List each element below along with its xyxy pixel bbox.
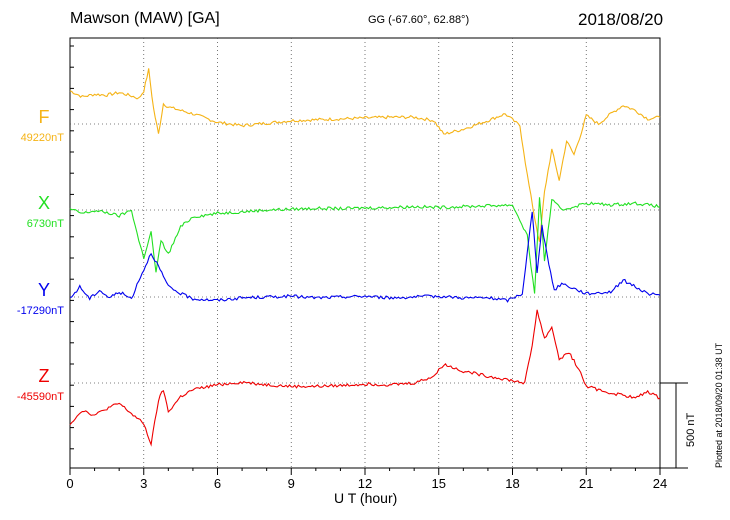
x-tick-label: 12: [358, 476, 372, 491]
plotted-timestamp: Plotted at 2018/09/20 01:38 UT: [714, 342, 724, 468]
series-line-x: [69, 197, 661, 294]
component-label-y: Y: [38, 280, 50, 300]
chart-date: 2018/08/20: [578, 10, 664, 29]
baseline-value-f: 49220nT: [21, 132, 65, 144]
component-label-z: Z: [39, 366, 50, 386]
scale-bar-label: 500 nT: [685, 412, 697, 447]
series-line-f: [69, 68, 661, 242]
x-tick-label: 18: [505, 476, 519, 491]
station-title: Mawson (MAW) [GA]: [70, 10, 220, 27]
baseline-value-z: -45590nT: [17, 391, 64, 403]
x-tick-label: 0: [66, 476, 73, 491]
x-tick-label: 15: [432, 476, 446, 491]
baseline-value-x: 6730nT: [27, 218, 65, 230]
baseline-value-y: -17290nT: [17, 305, 64, 317]
x-tick-label: 9: [288, 476, 295, 491]
x-tick-label: 6: [214, 476, 221, 491]
component-label-x: X: [38, 193, 50, 213]
x-tick-label: 21: [579, 476, 593, 491]
geographic-coordinates: GG (-67.60°, 62.88°): [368, 14, 470, 26]
x-tick-label: 3: [140, 476, 147, 491]
series-line-z: [69, 309, 661, 447]
x-tick-label: 24: [653, 476, 667, 491]
x-axis-label: U T (hour): [334, 490, 398, 506]
component-label-f: F: [39, 107, 50, 127]
series-line-y: [69, 211, 661, 303]
